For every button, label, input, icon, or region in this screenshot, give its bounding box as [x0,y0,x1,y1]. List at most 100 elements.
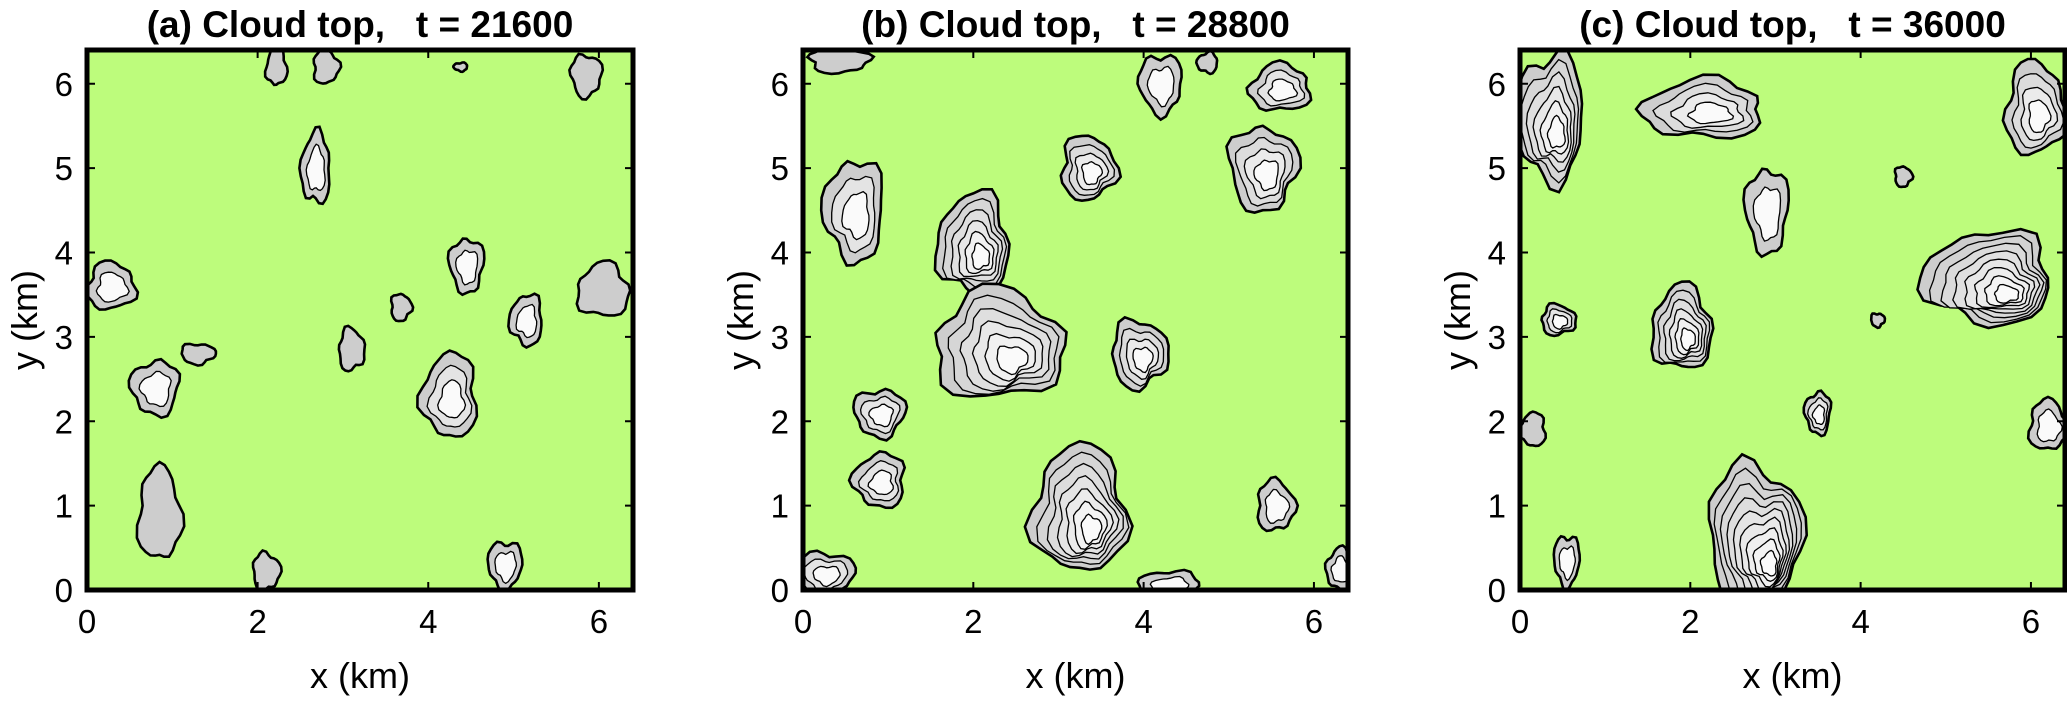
cloud-4 [298,125,331,206]
x-axis-label: x (km) [1026,655,1126,696]
cloud-outline [1520,410,1548,448]
cloud-12 [127,357,182,420]
cloud-1 [312,50,343,85]
cloud-outline [568,52,605,101]
y-axis-label: y (km) [1437,270,1478,370]
y-tick-label: 1 [55,488,73,525]
x-tick-label: 4 [1134,603,1152,640]
cloud-contour [1993,283,2020,304]
cloud-contour [437,379,467,419]
x-tick-label: 2 [1681,603,1699,640]
panel-c: 0 2 4 6 0 1 2 3 4 5 6 (c) Cloud top, t = 36000 x (km… [1437,4,2067,696]
x-tick-label: 2 [964,603,982,640]
cloud-contour [867,469,894,496]
x-tick-label: 0 [794,603,812,640]
cloud-contour [1680,327,1696,352]
axes-frame [800,47,1351,593]
cloud-10 [1520,410,1548,448]
cloud-contour [1080,513,1103,546]
cloud-outline [1893,165,1915,189]
cloud-contour [95,271,130,303]
cloud-outline [575,258,632,317]
x-axis-label: x (km) [310,655,410,696]
y-tick-label: 0 [55,572,73,609]
x-tick-label: 4 [1851,603,1869,640]
cloud-contour [1752,186,1782,242]
cloud-outline [337,324,367,373]
cloud-12 [1023,439,1134,571]
x-tick-label: 2 [248,603,266,640]
cloud-contour [1551,313,1569,330]
cloud-contour [868,403,895,428]
y-tick-label: 4 [55,235,73,272]
y-tick-label: 3 [1488,319,1506,356]
cloud-outline [1194,50,1219,76]
cloud-15 [251,549,283,590]
cloud-contour [138,370,172,408]
cloud-9 [575,258,632,317]
cloud-1 [1634,73,1762,140]
cloud-13 [1552,534,1582,590]
y-tick-label: 1 [771,488,789,525]
y-tick-label: 5 [771,150,789,187]
cloud-contour [1759,549,1778,577]
y-tick-label: 3 [771,319,789,356]
cloud-7 [1540,301,1578,338]
y-tick-label: 0 [771,572,789,609]
y-tick-label: 6 [771,66,789,103]
cloud-6 [389,292,415,323]
cloud-5 [1916,227,2050,330]
y-tick-label: 4 [771,235,789,272]
cloud-contour [1149,575,1190,590]
cloud-11 [180,342,218,367]
cloud-6 [1650,280,1715,369]
y-tick-label: 2 [771,403,789,440]
cloud-15 [1136,568,1201,590]
cloud-5 [1225,124,1303,214]
x-axis-label: x (km) [1743,655,1843,696]
cloud-outline [180,342,218,367]
cloud-7 [446,237,486,297]
cloud-contour [1132,346,1154,374]
cloud-contour [1330,555,1348,583]
cloud-10 [337,324,367,373]
y-tick-label: 6 [55,66,73,103]
cloud-9 [1802,389,1833,438]
x-tick-label: 0 [1511,603,1529,640]
cloud-contour [1811,404,1826,425]
cloud-outline [251,549,283,590]
cloud-11 [847,450,907,510]
y-tick-label: 1 [1488,488,1506,525]
cloud-contour [1146,65,1175,108]
cloud-8 [934,282,1068,398]
cloud-outline [451,61,469,74]
cloud-8 [507,292,543,349]
y-tick-label: 4 [1488,235,1506,272]
axes-frame [1517,47,2067,593]
cloud-7 [933,188,1011,297]
cloud-4 [1059,134,1123,203]
cloud-4 [1742,167,1791,259]
cloud-2 [568,52,605,101]
cloud-contour [1080,160,1104,186]
y-tick-label: 0 [1488,572,1506,609]
y-tick-label: 3 [55,319,73,356]
cloud-12 [1707,452,1809,590]
y-tick-label: 2 [55,403,73,440]
cloud-16 [486,540,524,590]
cloud-5 [87,259,140,311]
cloud-3 [1893,165,1915,189]
cloud-contour [1558,545,1576,582]
x-tick-label: 0 [78,603,96,640]
cloud-outline [1869,312,1887,330]
cloud-contour [1264,488,1291,524]
cloud-contour [1253,159,1279,192]
cloud-11 [2026,395,2065,451]
cloud-contour [812,565,841,588]
cloud-3 [451,61,469,74]
panel-title: (c) Cloud top, t = 36000 [1579,4,2006,45]
cloud-3 [1245,59,1313,112]
cloud-contour [2036,408,2063,443]
y-tick-label: 6 [1488,66,1506,103]
